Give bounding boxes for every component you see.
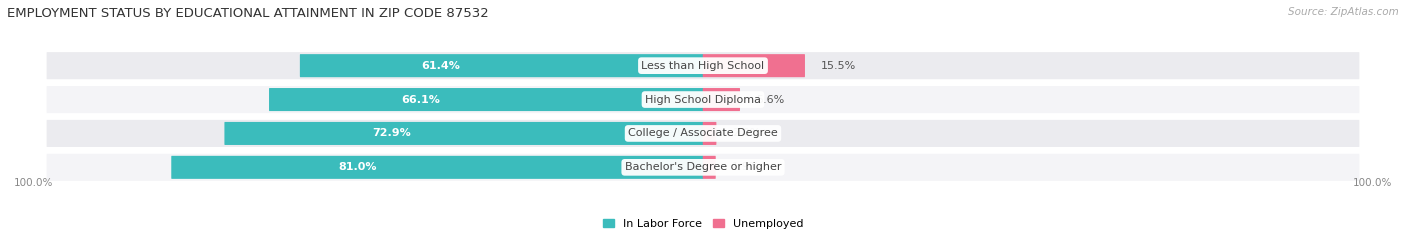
FancyBboxPatch shape xyxy=(46,154,1360,181)
FancyBboxPatch shape xyxy=(299,54,703,77)
FancyBboxPatch shape xyxy=(703,88,740,111)
FancyBboxPatch shape xyxy=(225,122,703,145)
Text: 5.6%: 5.6% xyxy=(756,95,785,105)
FancyBboxPatch shape xyxy=(46,120,1360,147)
Text: 81.0%: 81.0% xyxy=(339,162,377,172)
Text: 61.4%: 61.4% xyxy=(422,61,461,71)
Legend: In Labor Force, Unemployed: In Labor Force, Unemployed xyxy=(598,214,808,233)
FancyBboxPatch shape xyxy=(46,52,1360,79)
FancyBboxPatch shape xyxy=(703,122,717,145)
FancyBboxPatch shape xyxy=(703,54,806,77)
Text: College / Associate Degree: College / Associate Degree xyxy=(628,128,778,138)
FancyBboxPatch shape xyxy=(269,88,703,111)
Text: Less than High School: Less than High School xyxy=(641,61,765,71)
FancyBboxPatch shape xyxy=(46,86,1360,113)
FancyBboxPatch shape xyxy=(703,156,716,179)
Text: 1.9%: 1.9% xyxy=(733,162,761,172)
Text: 15.5%: 15.5% xyxy=(821,61,856,71)
Text: 72.9%: 72.9% xyxy=(373,128,412,138)
Text: Source: ZipAtlas.com: Source: ZipAtlas.com xyxy=(1288,7,1399,17)
Text: 100.0%: 100.0% xyxy=(1353,178,1392,188)
Text: 2.0%: 2.0% xyxy=(733,128,761,138)
Text: 100.0%: 100.0% xyxy=(14,178,53,188)
FancyBboxPatch shape xyxy=(172,156,703,179)
Text: Bachelor's Degree or higher: Bachelor's Degree or higher xyxy=(624,162,782,172)
Text: 66.1%: 66.1% xyxy=(402,95,440,105)
Text: High School Diploma: High School Diploma xyxy=(645,95,761,105)
Text: EMPLOYMENT STATUS BY EDUCATIONAL ATTAINMENT IN ZIP CODE 87532: EMPLOYMENT STATUS BY EDUCATIONAL ATTAINM… xyxy=(7,7,489,20)
